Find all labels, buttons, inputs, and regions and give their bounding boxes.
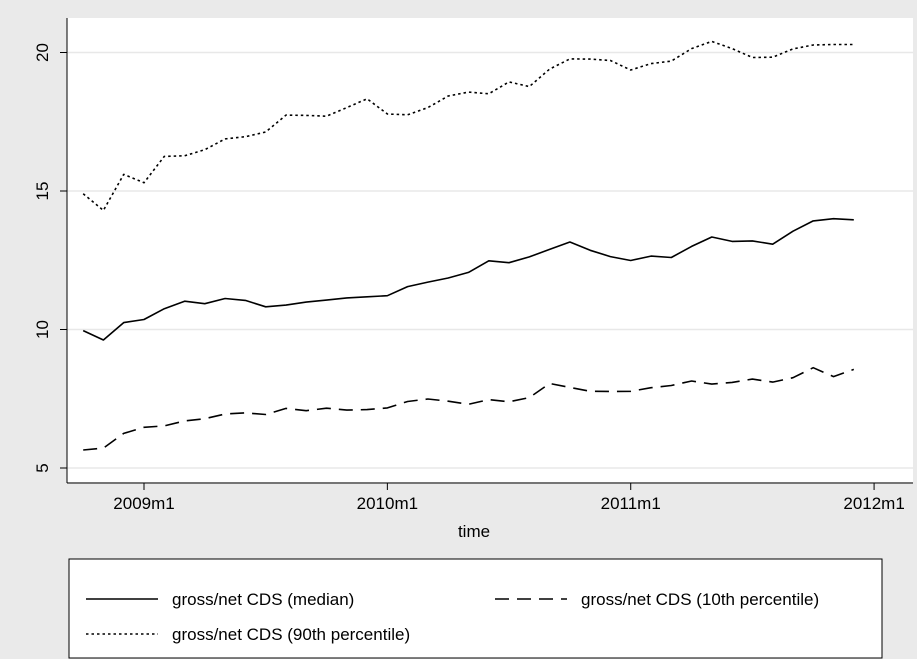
legend-label-1: gross/net CDS (median)	[172, 590, 354, 609]
legend-label-2: gross/net CDS (10th percentile)	[581, 590, 819, 609]
gridlines	[67, 51, 913, 469]
x-tick-label-2012m1: 2012m1	[843, 494, 904, 513]
axes: 5 10 15 20 2009m1 2010m1 2011m1 2012m1	[33, 18, 913, 513]
series-lines	[82, 40, 855, 451]
x-tick-label-2010m1: 2010m1	[357, 494, 418, 513]
series-line-1	[82, 217, 854, 341]
legend-box	[68, 558, 883, 659]
x-axis-title: time	[458, 522, 490, 541]
x-tick-label-2011m1: 2011m1	[601, 494, 661, 513]
series-line-2	[83, 366, 855, 451]
x-tick-label-2009m1: 2009m1	[113, 494, 174, 513]
legend: gross/net CDS (median) gross/net CDS (10t…	[68, 558, 883, 659]
y-tick-label-15: 15	[33, 182, 52, 201]
series-line-3	[82, 40, 854, 212]
plot-area	[67, 18, 913, 482]
y-tick-label-5: 5	[33, 463, 52, 472]
legend-label-3: gross/net CDS (90th percentile)	[172, 625, 410, 644]
y-tick-label-20: 20	[33, 43, 52, 62]
y-tick-label-10: 10	[33, 320, 52, 339]
